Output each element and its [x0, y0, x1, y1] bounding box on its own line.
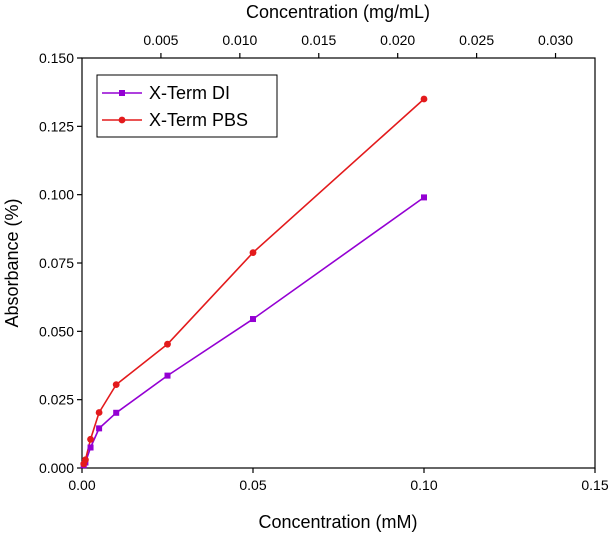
y-tick-label: 0.150: [39, 50, 74, 66]
x-tick-label: 0.05: [239, 477, 266, 493]
data-point-x-term-pbs: [420, 95, 428, 103]
legend-label-x-term-pbs: X-Term PBS: [149, 110, 248, 130]
top-x-tick-label: 0.005: [143, 32, 178, 48]
data-point-x-term-pbs: [164, 340, 171, 348]
data-point-x-term-pbs: [82, 456, 89, 464]
data-point-x-term-di: [87, 444, 94, 451]
top-x-tick-label: 0.020: [380, 32, 415, 48]
x-tick-label: 0.00: [68, 477, 95, 493]
top-axis-title: Concentration (mg/mL): [246, 2, 430, 22]
y-tick-label: 0.125: [39, 118, 74, 134]
data-point-x-term-di: [164, 372, 171, 379]
legend-box: [96, 74, 278, 138]
y-tick-label: 0.025: [39, 392, 74, 408]
legend-marker-x-term-pbs: [118, 116, 126, 124]
top-x-tick-label: 0.025: [459, 32, 494, 48]
top-x-tick-label: 0.010: [222, 32, 257, 48]
data-point-x-term-di: [96, 425, 103, 432]
x-tick-label: 0.15: [581, 477, 608, 493]
data-point-x-term-pbs: [87, 435, 94, 443]
y-tick-label: 0.100: [39, 187, 74, 203]
legend-label-x-term-di: X-Term DI: [149, 83, 230, 103]
data-point-x-term-pbs: [112, 381, 120, 389]
top-x-tick-label: 0.015: [301, 32, 336, 48]
y-tick-label: 0.050: [39, 323, 74, 339]
series-line-x-term-pbs: [82, 98, 425, 465]
legend: X-Term DI X-Term PBS: [96, 74, 278, 138]
data-point-x-term-pbs: [249, 249, 257, 257]
x-tick-label: 0.10: [410, 477, 437, 493]
y-axis-title: Absorbance (%): [2, 198, 22, 327]
data-point-x-term-di: [250, 316, 256, 323]
top-x-tick-label: 0.030: [538, 32, 573, 48]
x-axis-title: Concentration (mM): [258, 512, 417, 532]
y-tick-label: 0.075: [39, 255, 74, 271]
data-point-x-term-di: [421, 194, 427, 201]
series-line-x-term-di: [83, 196, 425, 466]
y-tick-label: 0.000: [39, 460, 74, 476]
data-point-x-term-di: [113, 409, 120, 416]
data-point-x-term-pbs: [95, 409, 103, 416]
legend-marker-x-term-di: [119, 90, 125, 96]
